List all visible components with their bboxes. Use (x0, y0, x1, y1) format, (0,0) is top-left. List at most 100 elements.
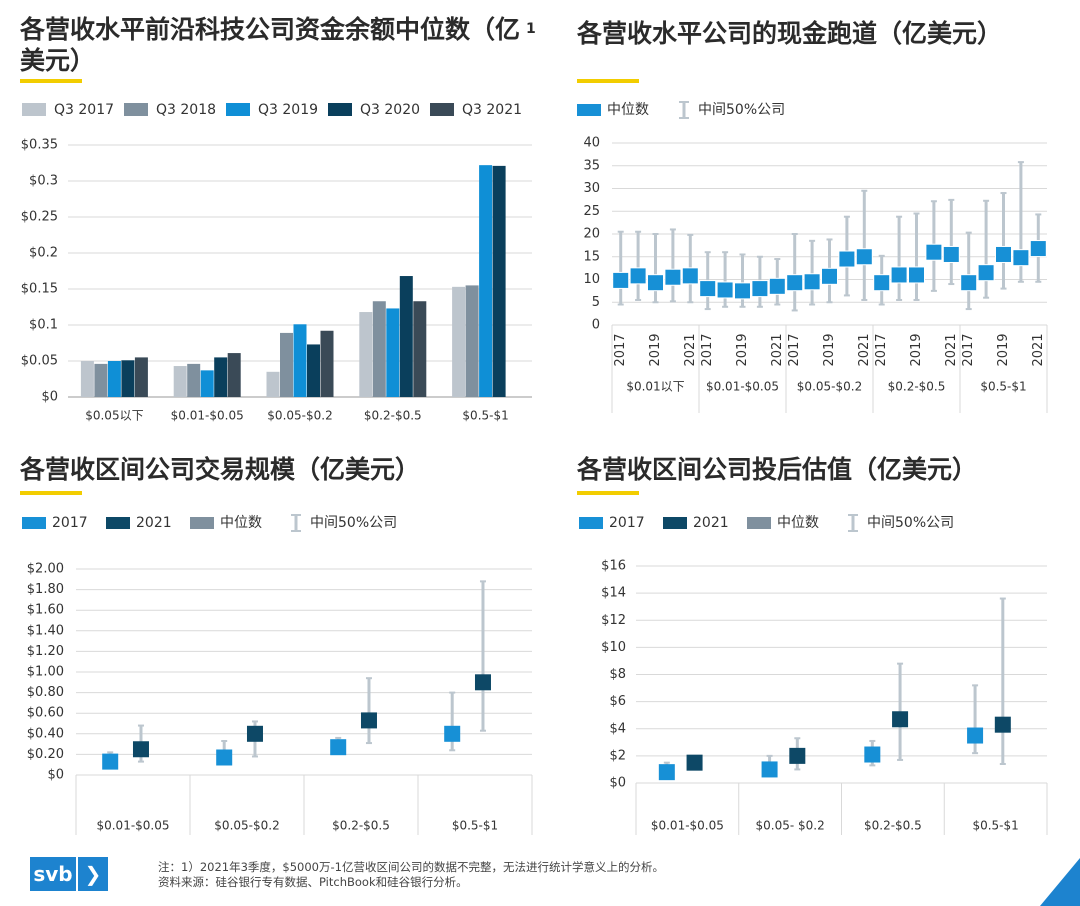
chart2-median-marker (734, 282, 751, 300)
chart1-bar (121, 360, 135, 397)
chart4-ytick: $2 (609, 748, 626, 763)
chart1-bar (413, 301, 427, 397)
chart1-legend-swatch-3 (328, 103, 352, 116)
chart1-bar (280, 332, 293, 397)
chart3-marker-2021 (474, 674, 491, 691)
chart2-median-marker (803, 273, 821, 291)
chart4-ytick: $4 (609, 721, 626, 736)
chart1-bar (359, 312, 373, 397)
chart2-year-label: 2019 (996, 333, 1011, 366)
chart1-legend-swatch-1 (124, 103, 148, 116)
chart1-bar (479, 165, 493, 397)
chart2-median-marker (664, 268, 682, 286)
chart1-ytick: $0.35 (21, 138, 58, 153)
chart2-median-marker (647, 274, 664, 292)
chart3-marker-2017 (330, 739, 347, 756)
chart1-ytick: $0.2 (29, 246, 58, 261)
chart2-year-label: 2021 (770, 333, 785, 366)
chart3-legend-2021-swatch (106, 517, 130, 529)
chart2-median-marker (681, 267, 699, 285)
chart1-ytick: $0.05 (21, 354, 58, 369)
chart1-ytick: $0.25 (21, 210, 58, 225)
chart4-legend-range-label: 中间50%公司 (867, 515, 954, 531)
chart4-ytick: $8 (609, 667, 626, 682)
chart1-bar (372, 301, 386, 397)
chart2-median-marker (751, 280, 769, 298)
chart2-legend-range-label: 中间50%公司 (698, 102, 785, 118)
chart1-title-text: 各营收水平前沿科技公司资金余额中位数（亿美元） (20, 15, 521, 75)
chart1-bar (452, 286, 466, 397)
chart2-median-marker (855, 248, 873, 266)
chart4-marker-2021 (686, 754, 703, 771)
chart3-ytick: $1.80 (27, 582, 64, 597)
chart4-marker-2021 (789, 747, 806, 764)
chart2-year-label: 2021 (857, 333, 872, 366)
chart1-bar (134, 357, 148, 397)
chart2-year-label: 2017 (700, 333, 715, 366)
chart3-group-label: $0.2-$0.5 (332, 819, 390, 833)
svb-logo-text: svb (30, 857, 76, 891)
chart1-bar (266, 371, 280, 397)
chart2-ytick: 0 (592, 318, 600, 333)
chart4-marker-2017 (864, 746, 881, 763)
chart1-legend-label-1: Q3 2018 (156, 102, 216, 118)
chart1-bar (465, 285, 479, 397)
chart2-legend-median-label: 中位数 (607, 102, 649, 118)
chart1-title: 各营收水平前沿科技公司资金余额中位数（亿美元） 1 (20, 14, 536, 76)
chart3-legend-range-label: 中间50%公司 (310, 515, 397, 531)
chart1-legend-swatch-2 (226, 103, 250, 116)
chart2-median-marker (716, 281, 734, 299)
chart4-group-label: $0.5-$1 (972, 819, 1018, 833)
chart2-year-label: 2021 (944, 333, 959, 366)
chart1-legend-swatch-4 (430, 103, 454, 116)
chart2-legend-median-swatch (577, 104, 601, 116)
chart4-accent-bar (577, 491, 639, 495)
chart4-marker-2017 (658, 764, 675, 781)
chart2-title: 各营收水平公司的现金跑道（亿美元） (577, 19, 1003, 48)
chart2-year-label: 2019 (822, 333, 837, 366)
chart3-group-label: $0.01-$0.05 (96, 819, 169, 833)
chart1-legend-label-0: Q3 2017 (54, 102, 114, 118)
chart2-accent-bar (577, 79, 639, 83)
chart3-ytick: $0.20 (27, 747, 64, 762)
chart1-ytick: $0.3 (29, 174, 58, 189)
chart1-bar (214, 357, 228, 397)
chart2-ytick: 5 (592, 295, 600, 310)
chart3-ytick: $0.40 (27, 726, 64, 741)
chart2-median-marker (786, 274, 804, 292)
chart2-group-label: $0.2-$0.5 (888, 380, 946, 394)
chart2-median-marker (768, 277, 786, 295)
chart2-year-label: 2019 (735, 333, 750, 366)
chart3-legend-2017-label: 2017 (52, 515, 88, 531)
chart3-ytick: $0 (47, 768, 64, 783)
chart4-ytick: $6 (609, 694, 626, 709)
chart1-bar (187, 363, 201, 397)
chart3-marker-2017 (444, 725, 461, 742)
chart2-ytick: 35 (583, 158, 600, 173)
chart3-ytick: $0.60 (27, 706, 64, 721)
chart2-year-label: 2019 (909, 333, 924, 366)
chart2-ytick: 20 (583, 227, 600, 242)
chart4-ytick: $16 (601, 559, 626, 574)
chart3-ytick: $2.00 (27, 562, 64, 577)
chart4-marker-2017 (967, 727, 984, 744)
chart3-legend-median-label: 中位数 (220, 515, 262, 531)
chart2-median-marker (821, 267, 838, 285)
chart4-ytick: $10 (601, 640, 626, 655)
chart2-year-label: 2017 (787, 333, 802, 366)
chart1-bar (200, 370, 214, 397)
chart1-bar (293, 324, 307, 397)
chart3-legend-2021-label: 2021 (136, 515, 172, 531)
chart1-legend-swatch-0 (22, 103, 46, 116)
chart3-marker-2021 (360, 712, 377, 729)
chart2-median-marker (838, 250, 856, 268)
chart1-bar (399, 276, 413, 397)
chart4-group-label: $0.2-$0.5 (864, 819, 922, 833)
chart1-xtick: $0.05以下 (85, 409, 143, 423)
chart1-bar (94, 363, 108, 397)
chart3-ytick: $1.20 (27, 644, 64, 659)
chart2-median-marker (977, 264, 995, 282)
chart1-bar (386, 308, 400, 397)
chart3-group-label: $0.5-$1 (452, 819, 498, 833)
